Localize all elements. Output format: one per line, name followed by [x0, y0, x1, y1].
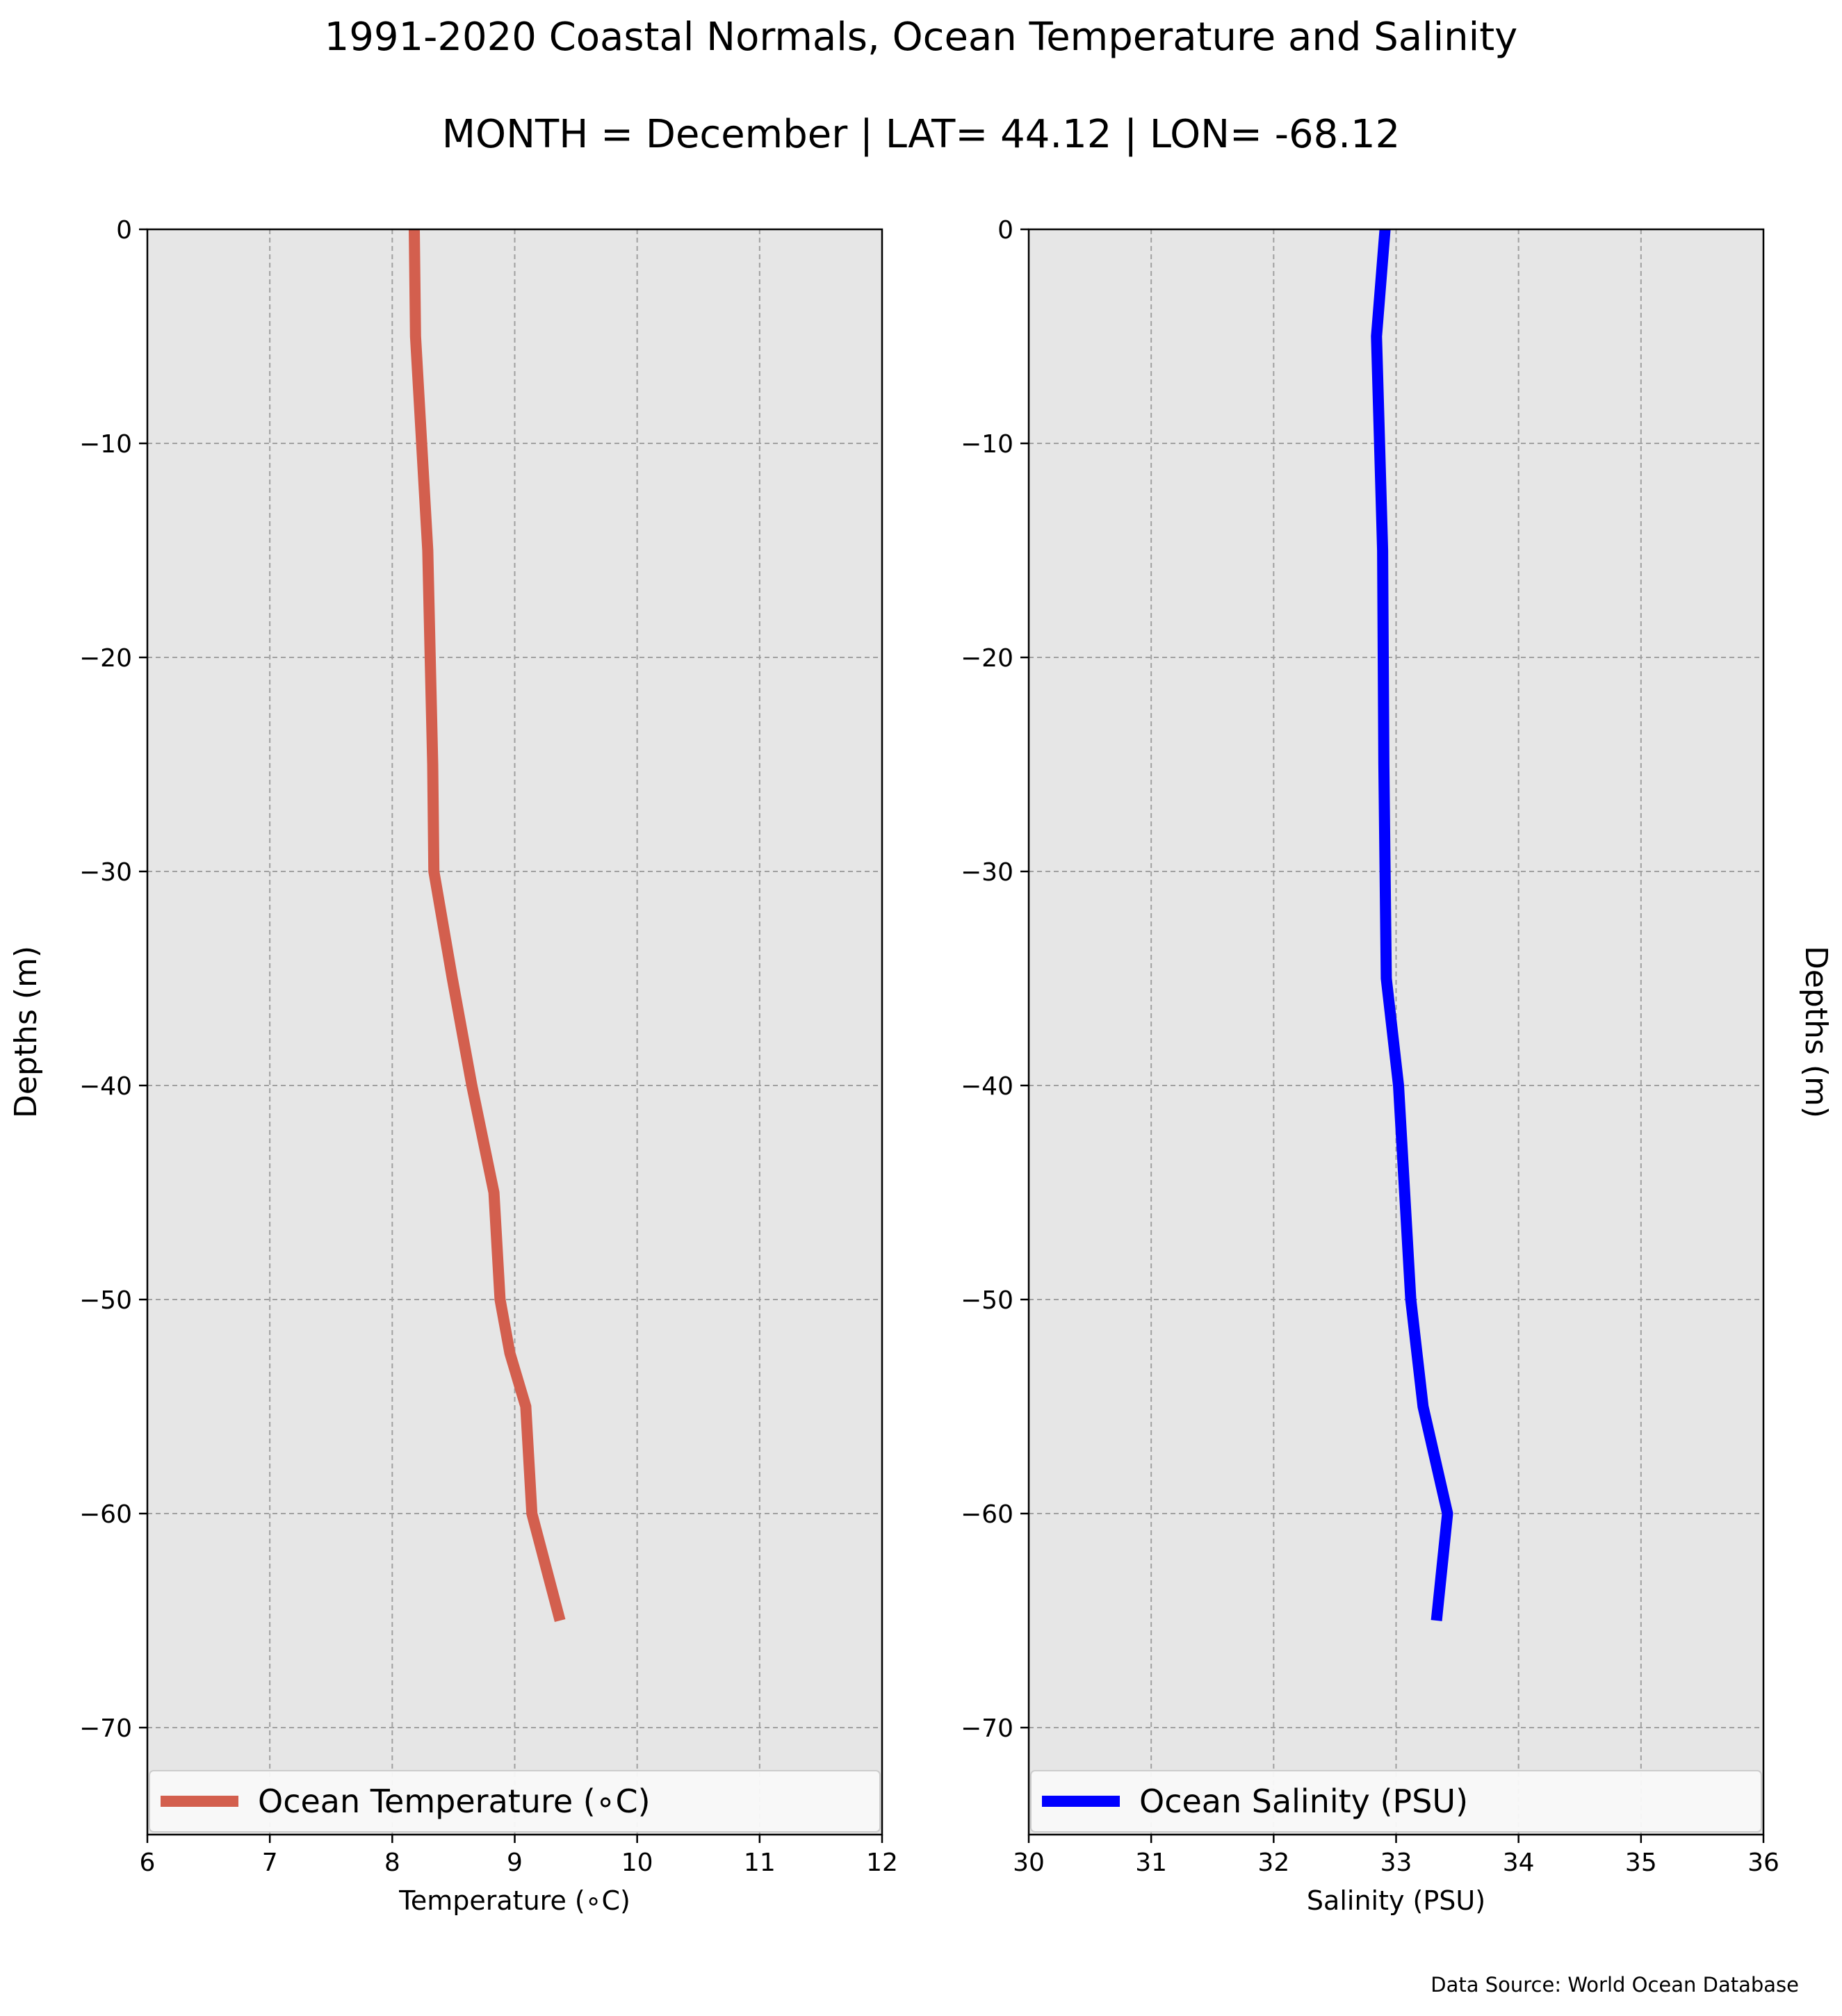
y-tick-label: −40 [961, 1072, 1013, 1101]
y-axis-label: Depths (m) [8, 946, 44, 1118]
y-tick-label: −30 [79, 858, 132, 887]
salinity-panel: 30 31 32 33 34 35 36 0 −10 −20 −30 −40 −50 −60 −70 Sali… [961, 216, 1834, 1916]
y-tick-label: −70 [961, 1714, 1013, 1743]
data-source-note: Data Source: World Ocean Database [1431, 1973, 1799, 1997]
x-tick-label: 7 [262, 1849, 278, 1877]
y-tick-label: 0 [997, 216, 1013, 245]
legend-label: Ocean Salinity (PSU) [1139, 1783, 1468, 1820]
x-tick-label: 34 [1503, 1849, 1535, 1877]
y-tick-label: 0 [116, 216, 132, 245]
y-tick-label: −50 [79, 1286, 132, 1315]
y-tick-label: −70 [79, 1714, 132, 1743]
x-tick-label: 33 [1380, 1849, 1412, 1877]
x-tick-label: 9 [507, 1849, 523, 1877]
series-line [1371, 229, 1453, 1621]
y-tick-label: −50 [961, 1286, 1013, 1315]
series-line [409, 229, 566, 1623]
legend-box [1030, 1770, 1762, 1833]
x-tick-label: 35 [1625, 1849, 1657, 1877]
x-tick-label: 32 [1257, 1849, 1289, 1877]
legend: Ocean Salinity (PSU) [1030, 1770, 1762, 1833]
y-tick-label: −30 [961, 858, 1013, 887]
y-tick-label: −10 [961, 430, 1013, 459]
x-tick-label: 36 [1747, 1849, 1779, 1877]
legend-box [149, 1770, 881, 1833]
y-tick-label: −20 [79, 644, 132, 673]
y-axis-label: Depths (m) [1798, 946, 1834, 1118]
y-tick-label: −40 [79, 1072, 132, 1101]
y-tick-label: −20 [961, 644, 1013, 673]
figure-subtitle: MONTH = December | LAT= 44.12 | LON= -68… [442, 112, 1401, 157]
x-tick-label: 10 [621, 1849, 653, 1877]
figure-title: 1991-2020 Coastal Normals, Ocean Tempera… [325, 15, 1518, 60]
legend: Ocean Temperature (∘C) [149, 1770, 881, 1833]
x-tick-label: 8 [384, 1849, 400, 1877]
y-tick-label: −10 [79, 430, 132, 459]
x-tick-label: 31 [1135, 1849, 1167, 1877]
x-axis-label: Salinity (PSU) [1307, 1885, 1485, 1916]
y-tick-label: −60 [79, 1500, 132, 1529]
x-tick-label: 12 [866, 1849, 898, 1877]
y-tick-label: −60 [961, 1500, 1013, 1529]
x-axis-label: Temperature (∘C) [398, 1885, 630, 1916]
x-tick-label: 30 [1013, 1849, 1045, 1877]
x-tick-label: 11 [744, 1849, 776, 1877]
x-tick-label: 6 [140, 1849, 156, 1877]
legend-label: Ocean Temperature (∘C) [258, 1783, 651, 1820]
temperature-panel: 6 7 8 9 10 11 12 0 −10 −20 −30 −40 −50 −60 −70 Temperat… [8, 216, 898, 1916]
